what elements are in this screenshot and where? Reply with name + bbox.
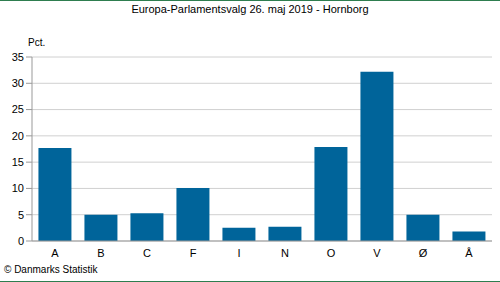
svg-text:30: 30 [12,77,24,89]
svg-text:0: 0 [18,235,24,247]
svg-text:35: 35 [12,51,24,63]
svg-text:F: F [190,247,197,259]
svg-text:25: 25 [12,103,24,115]
svg-text:20: 20 [12,130,24,142]
svg-text:10: 10 [12,182,24,194]
svg-text:15: 15 [12,156,24,168]
html-text:© Danmarks Statistik: © Danmarks Statistik [4,264,98,275]
svg-text:5: 5 [18,209,24,221]
svg-text:I: I [237,247,240,259]
svg-text:Å: Å [465,247,473,259]
svg-text:V: V [373,247,381,259]
svg-text:N: N [281,247,289,259]
html-text:Europa-Parlamentsvalg 26. maj: Europa-Parlamentsvalg 26. maj 2019 - Hor… [131,3,369,15]
svg-text:A: A [51,247,59,259]
svg-text:B: B [97,247,104,259]
svg-text:Ø: Ø [419,247,428,259]
svg-text:O: O [327,247,336,259]
html-text:Pct.: Pct. [28,37,46,48]
svg-text:C: C [143,247,151,259]
